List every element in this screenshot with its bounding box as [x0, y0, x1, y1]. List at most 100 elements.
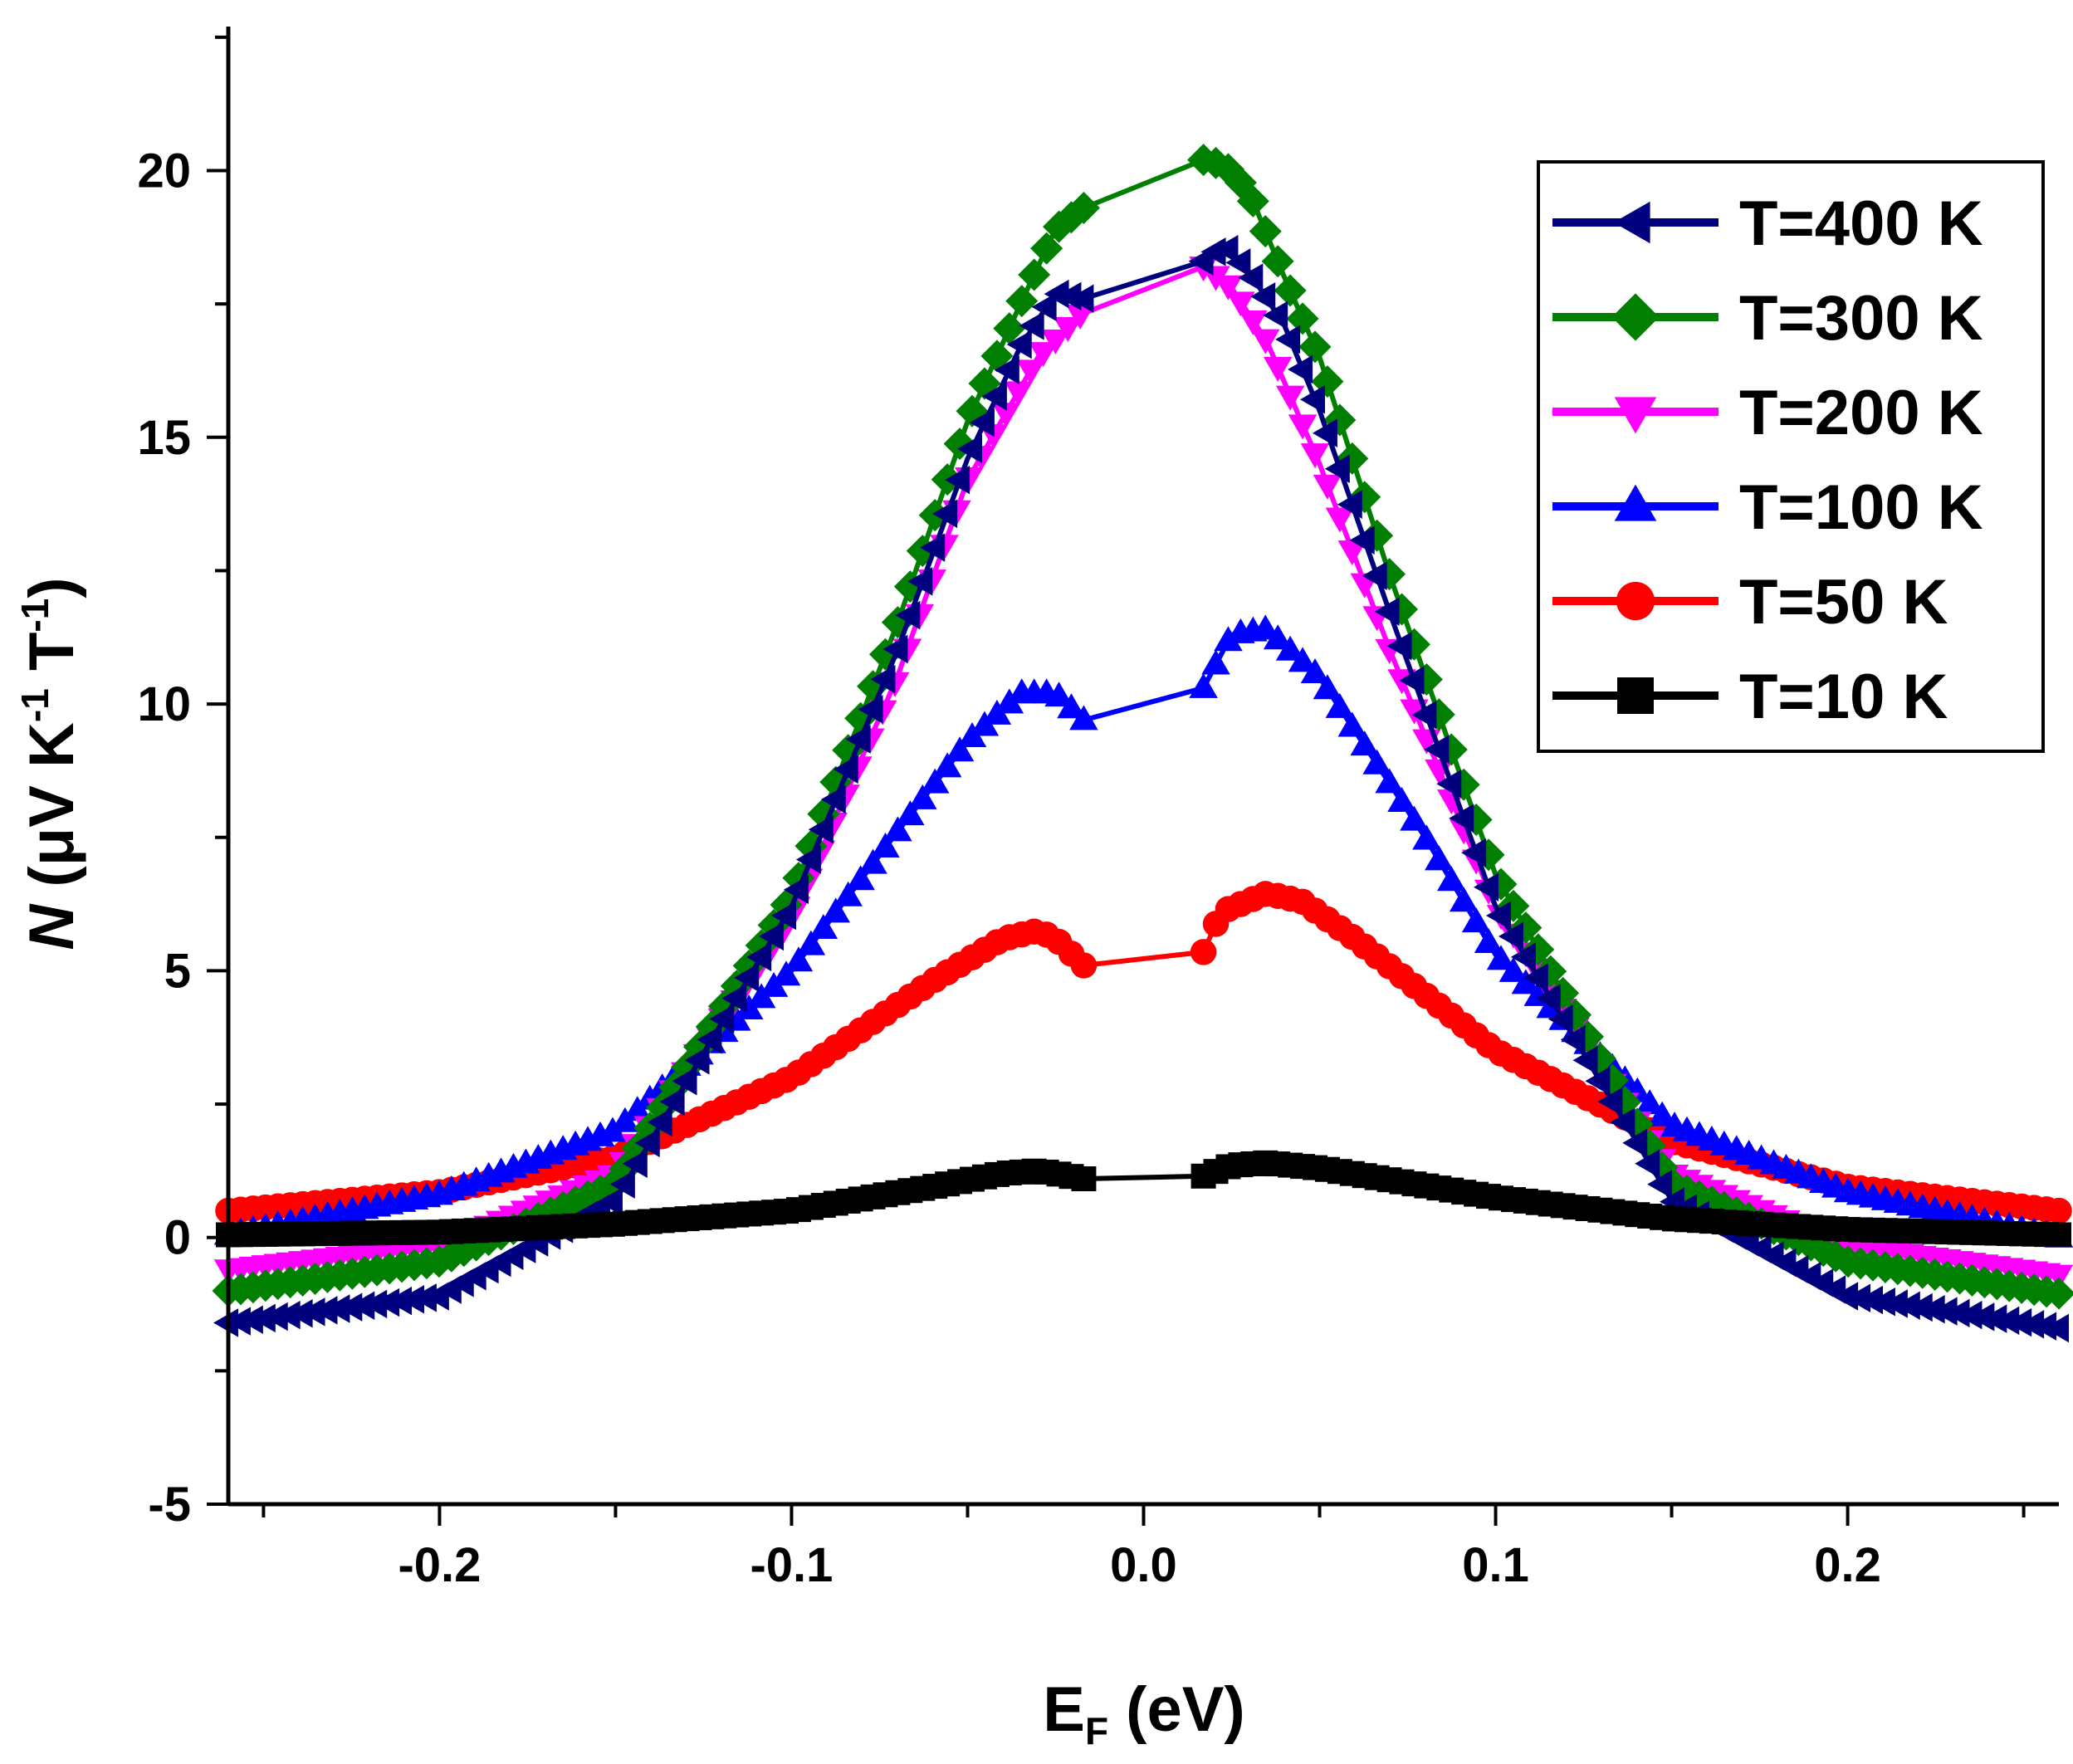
data-point	[1249, 215, 1282, 248]
data-point	[411, 1283, 437, 1312]
data-point	[1068, 284, 1094, 313]
y-axis-title: N (μV K-1 T-1)	[13, 577, 87, 950]
data-point	[883, 816, 912, 842]
y-tick-label: 10	[137, 677, 191, 731]
data-point	[362, 1289, 388, 1319]
data-point	[1004, 381, 1034, 407]
data-point	[609, 1170, 635, 1199]
legend-marker	[1614, 484, 1657, 521]
data-point	[1313, 674, 1342, 700]
data-point	[1498, 921, 1523, 951]
data-point	[1969, 1302, 1995, 1332]
data-point	[1437, 866, 1466, 892]
data-point	[1044, 279, 1069, 309]
data-point	[1312, 418, 1337, 447]
legend-box	[1537, 160, 2045, 753]
data-point	[1239, 310, 1268, 335]
data-point	[895, 600, 921, 630]
data-point	[1288, 647, 1318, 672]
series-t-400-k	[213, 235, 2069, 1343]
data-point	[932, 499, 958, 529]
data-point	[1349, 525, 1375, 555]
data-point	[262, 1302, 288, 1332]
data-point	[1043, 210, 1076, 243]
data-point	[1067, 191, 1100, 224]
data-point	[1374, 597, 1400, 626]
data-point	[1337, 490, 1362, 519]
data-point	[597, 1187, 623, 1216]
data-point	[920, 533, 946, 562]
data-point	[287, 1298, 313, 1328]
data-point	[1313, 474, 1342, 500]
data-point	[1057, 693, 1086, 719]
legend-marker	[1611, 293, 1660, 341]
data-point	[1337, 711, 1367, 737]
data-point	[1535, 984, 1561, 1013]
data-point	[957, 434, 983, 464]
data-point	[994, 355, 1019, 384]
data-point	[1299, 385, 1325, 414]
data-point	[1635, 1149, 1660, 1179]
data-point	[1362, 561, 1387, 590]
legend-marker	[1613, 201, 1650, 244]
data-point	[920, 768, 950, 794]
data-point	[956, 394, 989, 428]
data-point	[1250, 281, 1276, 311]
data-point	[1412, 824, 1441, 850]
legend-item: T=300 K	[1552, 283, 1983, 354]
data-point	[1005, 285, 1039, 318]
data-point	[1214, 275, 1243, 301]
data-point	[1019, 311, 1044, 340]
legend-item: T=200 K	[1552, 378, 1983, 448]
data-point	[1044, 682, 1073, 707]
data-point	[1018, 258, 1051, 291]
y-tick-label: 20	[137, 144, 191, 198]
data-point	[1065, 305, 1095, 330]
data-point	[1486, 945, 1516, 970]
data-point	[1226, 291, 1255, 317]
data-point	[858, 695, 883, 724]
data-point	[821, 897, 850, 923]
data-point	[1461, 838, 1487, 867]
data-point	[1324, 454, 1350, 483]
x-tick-label: 0.1	[1462, 1538, 1529, 1592]
y-axis-title-var: N	[17, 903, 87, 950]
data-point	[981, 382, 1007, 411]
legend-marker	[1617, 677, 1654, 714]
data-point	[1070, 952, 1098, 979]
legend-label: T=10 K	[1739, 662, 1948, 732]
data-point	[808, 815, 834, 844]
data-point	[2046, 1197, 2072, 1224]
data-point	[1030, 232, 1063, 265]
data-point	[1375, 768, 1404, 794]
data-point	[1919, 1295, 1945, 1324]
data-point	[1994, 1306, 2020, 1336]
data-point	[846, 865, 875, 891]
data-point	[1288, 414, 1318, 440]
data-point	[1560, 1025, 1586, 1054]
data-point	[795, 845, 821, 874]
x-tick-label: -0.1	[750, 1538, 833, 1592]
data-point	[1572, 1046, 1598, 1075]
data-point	[1006, 330, 1032, 359]
data-point	[1461, 907, 1491, 933]
data-point	[858, 848, 887, 874]
data-point	[1362, 749, 1391, 774]
data-point	[312, 1296, 338, 1325]
data-point	[871, 832, 900, 858]
legend-label: T=400 K	[1739, 188, 1983, 259]
series-layer	[212, 144, 2073, 1343]
data-point	[1833, 1282, 1859, 1311]
data-point	[622, 1149, 648, 1179]
y-axis-title-sup2: -1	[13, 599, 56, 633]
x-tick-label: 0.0	[1110, 1538, 1177, 1592]
data-point	[1236, 184, 1269, 217]
data-point	[1323, 403, 1357, 437]
data-point	[1499, 956, 1528, 982]
y-tick-label: 0	[164, 1211, 191, 1265]
data-point	[1386, 632, 1412, 661]
x-axis-title-main: E	[1043, 1674, 1085, 1745]
data-point	[1054, 201, 1088, 234]
data-point	[1275, 325, 1301, 354]
x-axis-title: EF (eV)	[1043, 1674, 1245, 1752]
